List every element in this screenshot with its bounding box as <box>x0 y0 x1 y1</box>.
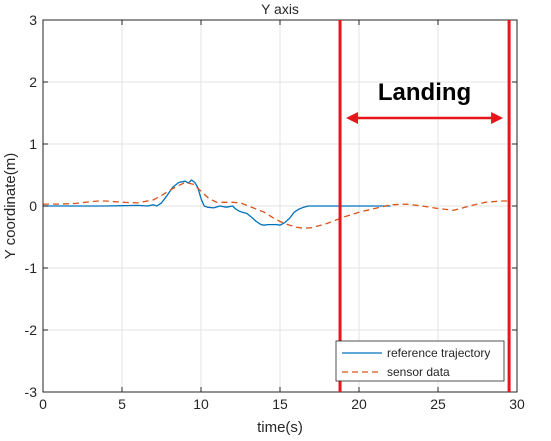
landing-arrowhead-left <box>346 112 359 124</box>
y-tick-label: -3 <box>25 384 38 400</box>
chart-title: Y axis <box>261 1 299 17</box>
x-tick-label: 25 <box>430 396 446 412</box>
series-line-reference-trajectory <box>43 179 391 226</box>
y-tick-label: 0 <box>29 198 37 214</box>
x-tick-label: 0 <box>39 396 47 412</box>
y-tick-label: -1 <box>25 260 38 276</box>
x-tick-label: 10 <box>193 396 209 412</box>
landing-arrowhead-right <box>491 112 504 124</box>
x-tick-label: 20 <box>351 396 367 412</box>
legend-box <box>335 340 505 382</box>
y-axis-label: Y coordinate(m) <box>2 153 19 259</box>
landing-annotation: Landing <box>338 20 511 392</box>
x-axis-label: time(s) <box>257 419 303 436</box>
y-tick-label: 2 <box>29 74 37 90</box>
series-layer <box>43 179 510 229</box>
ticks: 0 5 10 15 20 25 30 -3 -2 -1 0 1 2 3 <box>25 12 525 412</box>
legend-label-sensor: sensor data <box>387 365 450 379</box>
legend: reference trajectory sensor data <box>335 340 505 382</box>
y-tick-label: 3 <box>29 12 37 28</box>
landing-label: Landing <box>378 79 471 106</box>
x-tick-label: 30 <box>509 396 525 412</box>
y-tick-label: -2 <box>25 322 38 338</box>
y-tick-label: 1 <box>29 136 37 152</box>
x-tick-label: 15 <box>272 396 288 412</box>
x-tick-label: 5 <box>118 396 126 412</box>
legend-label-reference: reference trajectory <box>387 346 490 360</box>
